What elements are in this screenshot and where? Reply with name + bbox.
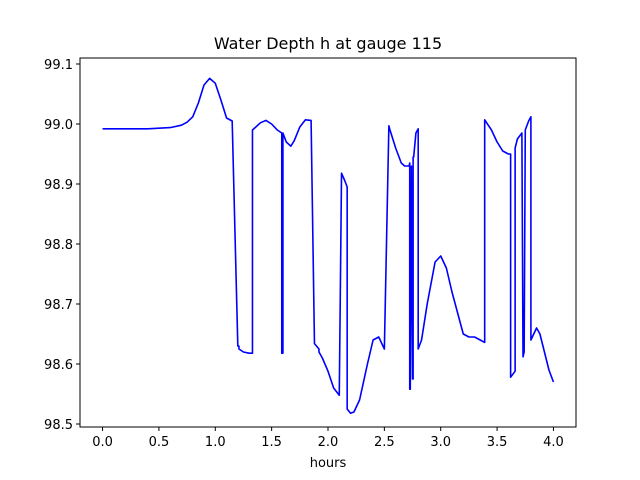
y-tick-label: 98.9 xyxy=(44,178,73,193)
y-tick-label: 99.0 xyxy=(44,118,73,133)
x-tick-label: 1.5 xyxy=(261,435,282,450)
y-axis: 98.5 98.6 98.7 98.8 98.9 99.0 99.1 xyxy=(44,58,80,433)
x-tick-label: 1.0 xyxy=(205,435,226,450)
x-tick-label: 2.0 xyxy=(318,435,339,450)
series-layer xyxy=(102,77,555,415)
x-tick-label: 4.0 xyxy=(543,435,564,450)
x-tick-label: 2.5 xyxy=(374,435,395,450)
y-tick-label: 98.7 xyxy=(44,298,73,313)
plot-area xyxy=(80,58,576,427)
x-tick-label: 0.0 xyxy=(92,435,113,450)
x-tick-label: 0.5 xyxy=(149,435,170,450)
x-axis: 0.0 0.5 1.0 1.5 2.0 2.5 3.0 3.5 4.0 xyxy=(92,427,564,450)
y-tick-label: 98.5 xyxy=(44,418,73,433)
y-tick-label: 98.8 xyxy=(44,238,73,253)
series-line-0 xyxy=(102,77,555,415)
x-tick-label: 3.5 xyxy=(487,435,508,450)
x-tick-label: 3.0 xyxy=(430,435,451,450)
y-tick-label: 98.6 xyxy=(44,358,73,373)
chart-title: Water Depth h at gauge 115 xyxy=(214,34,442,53)
y-tick-label: 99.1 xyxy=(44,58,73,73)
x-axis-label: hours xyxy=(310,456,347,471)
